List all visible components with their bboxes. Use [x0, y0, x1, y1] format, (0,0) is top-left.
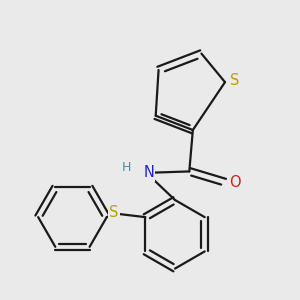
Text: N: N	[143, 165, 154, 180]
Text: S: S	[109, 205, 119, 220]
Text: S: S	[230, 73, 239, 88]
Text: H: H	[122, 160, 131, 174]
Text: O: O	[229, 175, 241, 190]
